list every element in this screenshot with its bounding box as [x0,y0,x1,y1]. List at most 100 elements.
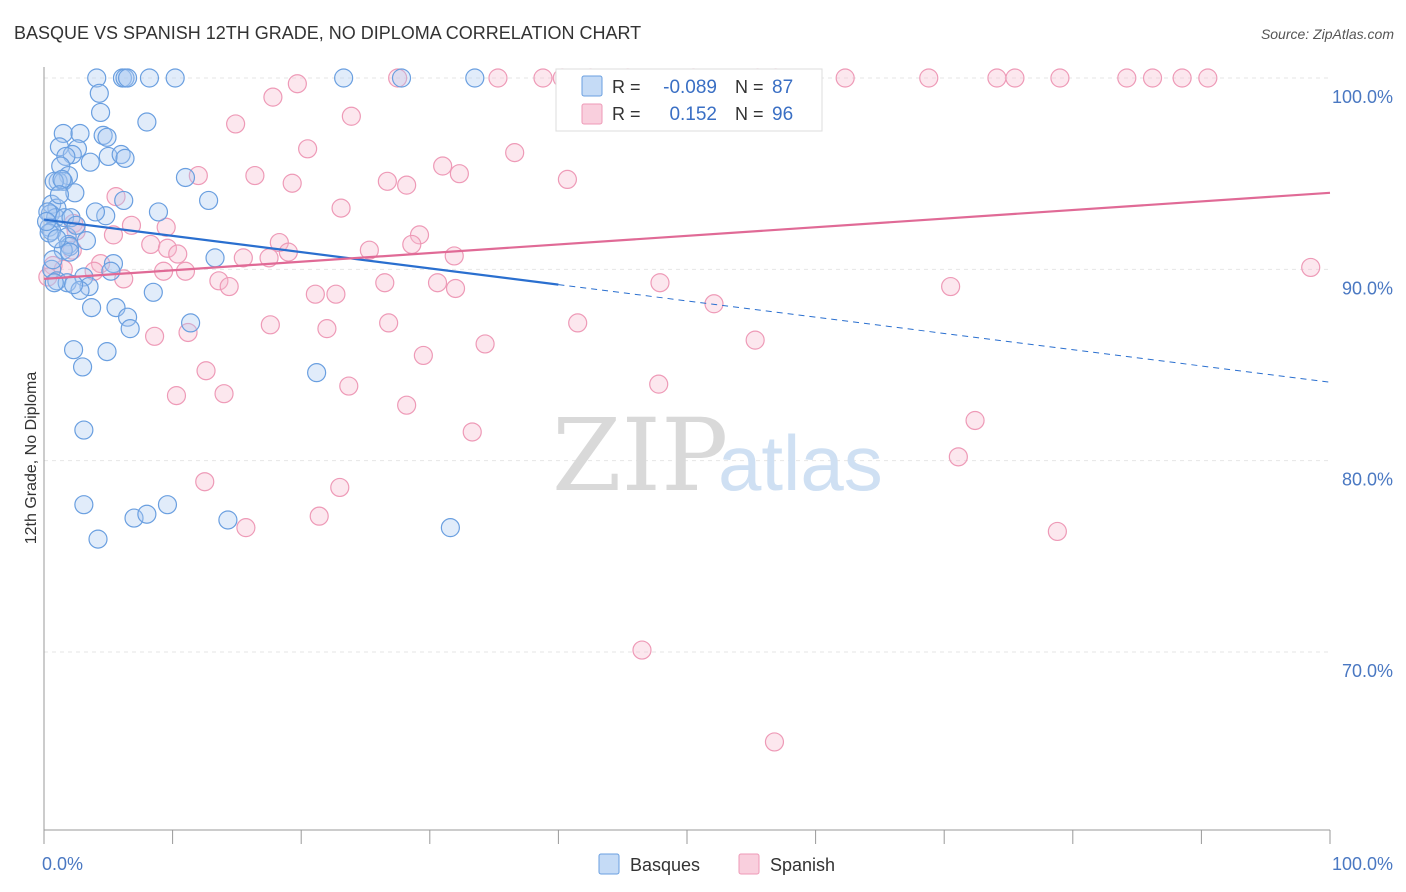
stats-r-value-basques: -0.089 [663,77,717,98]
y-tick-label: 80.0% [1342,470,1393,490]
basques-point [56,146,76,167]
spanish-point [341,106,361,126]
x-tick-marks [43,830,1331,844]
spanish-point [195,472,215,492]
legend-label-basques: Basques [630,855,700,875]
spanish-point [236,518,256,538]
x-tick-label-min: 0.0% [42,854,83,874]
spanish-point [649,374,669,394]
basques-point [88,529,108,549]
gridlines [44,77,1330,653]
basques-point [175,167,196,188]
basques-point [90,102,111,123]
spanish-point [557,169,578,190]
basques-point [115,148,135,168]
basques-point [117,307,138,327]
y-axis-label: 12th Grade, No Diploma [23,372,40,545]
basques-point [139,68,160,88]
basques-point [87,68,107,88]
spanish-point [1005,68,1025,88]
basques-point [63,275,84,295]
basques-point [49,185,70,205]
spanish-point [475,334,495,354]
spanish-point [1198,68,1218,88]
spanish-point [157,238,178,258]
y-tick-label: 70.0% [1342,661,1393,681]
spanish-point [444,246,464,266]
spanish-point [632,640,652,660]
series-legend: Basques Spanish [598,853,835,875]
spanish-point [103,225,124,245]
stats-r-value-spanish: 0.152 [669,104,717,125]
spanish-point [339,376,359,396]
series-spanish-points [38,68,1321,752]
spanish-point [462,422,482,442]
basques-point [103,253,124,274]
spanish-point [745,330,765,350]
spanish-point [1117,68,1137,88]
trend-lines [43,191,1331,383]
spanish-point [209,271,229,291]
spanish-point [505,143,525,163]
spanish-point [263,87,283,107]
basques-trend-line [43,218,559,286]
spanish-point [948,447,968,467]
spanish-point [488,68,508,88]
spanish-point [1301,257,1321,278]
basques-point [120,319,140,339]
stats-swatch-basques [581,75,603,97]
spanish-point [175,261,196,281]
basques-point [81,298,102,318]
spanish-point [835,68,855,88]
basques-point [148,202,169,222]
basques-point [80,152,100,172]
spanish-point [309,506,329,526]
spanish-point [196,361,216,381]
basques-point [111,144,131,165]
spanish-point [298,139,318,159]
stats-r-label-spanish: R = [612,104,641,124]
basques-point [465,68,485,88]
stats-legend: R = -0.089 N = 87 R = 0.152 N = 96 [555,68,823,132]
spanish-trend-line [43,191,1331,280]
basques-point [157,495,178,515]
spanish-point [427,273,448,293]
basques-point [124,508,144,528]
spanish-point [413,345,433,366]
basques-point [65,183,85,203]
basques-point [44,273,64,293]
basques-point [60,242,80,262]
spanish-point [449,164,469,184]
spanish-point [1047,521,1067,542]
legend-swatch-spanish [738,853,760,875]
stats-n-value-spanish: 96 [772,104,793,125]
spanish-point [330,477,350,498]
basques-point [47,229,67,249]
spanish-point [214,384,234,404]
basques-point [43,250,63,270]
spanish-point [226,114,246,134]
basques-point [205,248,225,268]
spanish-point [326,284,346,304]
spanish-point [941,276,961,297]
basques-point [199,190,219,211]
spanish-point [402,234,422,255]
spanish-point [156,217,176,237]
basques-point [137,112,157,132]
basques-point [143,282,163,302]
spanish-point [397,175,417,195]
spanish-point [1172,68,1192,88]
spanish-point [141,234,161,255]
y-tick-label: 100.0% [1332,87,1393,107]
spanish-point [144,326,165,346]
watermark-zip: ZIP [552,397,728,514]
stats-n-label-basques: N = [735,77,764,97]
x-tick-label-max: 100.0% [1332,854,1393,874]
basques-point [74,420,94,440]
spanish-point [1050,68,1070,88]
spanish-point [282,173,302,193]
y-tick-label: 90.0% [1342,278,1393,298]
legend-swatch-basques [598,853,620,875]
basques-point [72,357,93,377]
